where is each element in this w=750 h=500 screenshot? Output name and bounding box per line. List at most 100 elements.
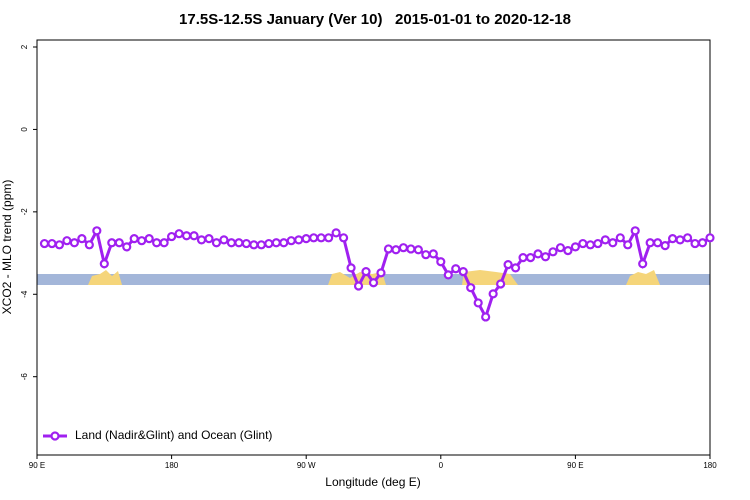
y-tick-label: -4 — [20, 290, 29, 298]
data-point — [593, 238, 603, 249]
data-point — [533, 249, 543, 259]
data-point — [690, 238, 700, 249]
data-point — [578, 238, 588, 249]
data-point — [256, 240, 266, 250]
data-point — [443, 270, 453, 280]
data-point — [174, 229, 184, 239]
data-point — [77, 234, 87, 244]
x-tick-label: 90 E — [567, 461, 583, 470]
data-point — [234, 238, 244, 248]
data-point — [608, 238, 618, 248]
data-point — [137, 236, 147, 246]
data-point — [114, 238, 124, 248]
data-point — [196, 235, 207, 245]
data-point — [555, 243, 566, 253]
chart-title: 17.5S-12.5S January (Ver 10) 2015-01-01 … — [179, 11, 571, 28]
data-point — [84, 240, 94, 250]
data-point — [353, 281, 364, 291]
data-point — [264, 238, 274, 249]
data-point — [279, 238, 289, 248]
land-patch — [462, 270, 518, 285]
data-point — [488, 289, 498, 299]
data-point — [62, 236, 72, 246]
y-tick-label: 2 — [20, 44, 29, 49]
data-point — [204, 234, 214, 244]
x-tick-label: 90 W — [297, 461, 316, 470]
data-point — [585, 240, 595, 250]
data-point — [309, 233, 319, 243]
data-point — [668, 234, 678, 244]
x-tick-label: 180 — [165, 461, 179, 470]
data-point — [39, 238, 50, 249]
data-point — [563, 245, 573, 256]
data-point — [47, 238, 57, 249]
data-point — [144, 234, 154, 244]
data-point — [54, 240, 65, 250]
data-point — [623, 240, 633, 250]
data-point — [503, 260, 513, 270]
data-point — [518, 252, 528, 263]
x-tick-label: 0 — [439, 461, 444, 470]
data-point — [675, 235, 685, 245]
data-point — [346, 263, 356, 273]
data-point — [525, 252, 536, 263]
data-point — [436, 257, 446, 267]
y-axis-label: XCO2 - MLO trend (ppm) — [0, 180, 14, 315]
data-point — [421, 250, 431, 260]
data-point — [466, 283, 476, 293]
data-point — [391, 245, 401, 255]
data-point — [697, 238, 708, 248]
data-point — [159, 238, 169, 248]
data-point — [122, 242, 132, 252]
data-point — [129, 234, 139, 244]
data-point — [398, 243, 409, 253]
data-point — [167, 231, 177, 242]
data-point — [630, 226, 640, 236]
legend-label: Land (Nadir&Glint) and Ocean (Glint) — [75, 428, 272, 442]
data-point — [301, 234, 311, 244]
data-point — [428, 249, 438, 259]
data-point — [107, 238, 117, 248]
data-point — [406, 244, 416, 254]
data-point — [473, 298, 483, 308]
data-point — [413, 245, 423, 255]
data-point — [510, 263, 521, 273]
data-point — [152, 238, 162, 248]
data-point — [331, 228, 341, 238]
data-point — [645, 238, 655, 248]
data-point — [219, 235, 229, 245]
plot-frame — [36, 39, 711, 456]
data-point — [660, 241, 670, 251]
data-point — [368, 278, 379, 288]
data-point — [376, 268, 386, 278]
data-point — [189, 231, 199, 241]
data-point — [653, 238, 663, 248]
land-patch — [626, 270, 660, 285]
data-point — [324, 233, 334, 243]
data-point — [271, 238, 281, 248]
data-point — [211, 238, 222, 248]
y-tick-label: 0 — [20, 127, 29, 132]
data-point — [226, 238, 237, 248]
legend-marker — [50, 431, 60, 441]
data-point — [682, 233, 693, 243]
data-point — [548, 247, 558, 257]
data-point — [451, 264, 461, 274]
data-point — [540, 252, 551, 262]
data-point — [249, 240, 259, 250]
y-tick-label: -6 — [20, 373, 29, 381]
data-point — [99, 259, 109, 269]
data-point — [338, 233, 349, 243]
x-axis-label: Longitude (deg E) — [325, 475, 420, 489]
x-tick-label: 90 E — [29, 461, 45, 470]
x-tick-label: 180 — [703, 461, 717, 470]
land-patch — [88, 270, 122, 285]
y-tick-label: -2 — [20, 208, 29, 216]
data-point — [286, 236, 296, 246]
data-point — [638, 259, 648, 269]
data-point — [316, 233, 326, 243]
data-point — [496, 279, 506, 289]
data-point — [92, 226, 102, 236]
data-point — [181, 231, 192, 241]
